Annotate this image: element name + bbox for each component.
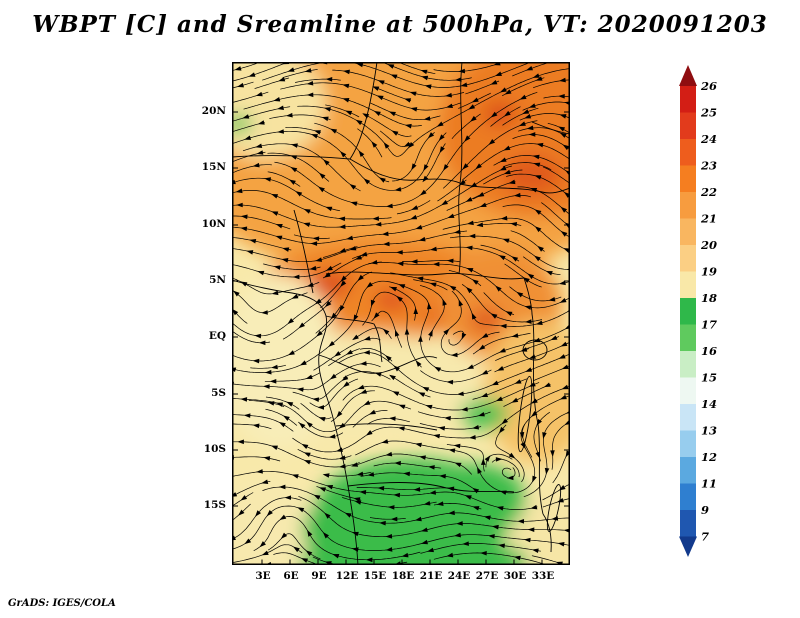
- lat-tick-5s: 5S: [211, 387, 226, 399]
- lat-tick-10s: 10S: [203, 443, 226, 455]
- colorbar-label: 18: [701, 291, 717, 305]
- lon-tick-12e: 12E: [335, 570, 359, 582]
- country-borders: [232, 62, 570, 565]
- lon-tick-27e: 27E: [475, 570, 499, 582]
- colorbar: 26 25 24 23 22 21 20 19 18 17 16 15 14 1…: [679, 65, 717, 557]
- colorbar-label: 25: [700, 106, 717, 120]
- colorbar-label: 26: [700, 79, 717, 93]
- streamlines: [232, 62, 570, 565]
- colorbar-label: 7: [701, 530, 709, 544]
- colorbar-segment: [680, 404, 696, 431]
- colorbar-segment: [680, 324, 696, 351]
- lat-tick-5n: 5N: [209, 274, 226, 286]
- lon-tick-3e: 3E: [255, 570, 271, 582]
- colorbar-label: 14: [701, 397, 717, 411]
- colorbar-segment: [680, 483, 696, 510]
- lat-tick-10n: 10N: [201, 218, 226, 230]
- lon-tick-24e: 24E: [447, 570, 471, 582]
- colorbar-label: 17: [701, 318, 717, 332]
- colorbar-label: 12: [701, 450, 717, 464]
- chart-title: WBPT [C] and Sreamline at 500hPa, VT: 20…: [32, 11, 768, 38]
- colorbar-segment: [680, 165, 696, 192]
- colorbar-segment: [680, 351, 696, 378]
- colorbar-segment: [680, 218, 696, 245]
- map-frame: [232, 62, 570, 565]
- colorbar-label: 20: [700, 238, 717, 252]
- wbpt-shaded-field: [232, 62, 570, 565]
- colorbar-segment: [680, 245, 696, 272]
- colorbar-label: 22: [700, 185, 717, 199]
- colorbar-label: 11: [701, 477, 717, 491]
- lat-tick-15s: 15S: [203, 499, 226, 511]
- colorbar-label: 16: [701, 344, 717, 358]
- lat-tick-eq: EQ: [208, 330, 226, 342]
- lon-tick-6e: 6E: [283, 570, 299, 582]
- colorbar-top-arrow: [679, 65, 697, 86]
- lat-tick-15n: 15N: [201, 161, 226, 173]
- grads-credit: GrADS: IGES/COLA: [8, 598, 116, 609]
- lon-tick-15e: 15E: [363, 570, 387, 582]
- colorbar-segment: [680, 510, 696, 537]
- colorbar-segment: [680, 377, 696, 404]
- colorbar-segment: [680, 192, 696, 219]
- colorbar-label: 9: [701, 503, 709, 517]
- colorbar-segment: [680, 457, 696, 484]
- colorbar-segment: [680, 271, 696, 298]
- colorbar-label: 24: [700, 132, 717, 146]
- lon-tick-18e: 18E: [391, 570, 415, 582]
- colorbar-segment: [680, 112, 696, 139]
- colorbar-label: 21: [700, 212, 717, 226]
- lon-tick-30e: 30E: [503, 570, 527, 582]
- colorbar-label: 13: [701, 424, 717, 438]
- lon-tick-21e: 21E: [419, 570, 443, 582]
- colorbar-segment: [680, 430, 696, 457]
- lon-tick-9e: 9E: [311, 570, 327, 582]
- lat-tick-20n: 20N: [201, 105, 226, 117]
- colorbar-label: 19: [701, 265, 717, 279]
- colorbar-bottom-arrow: [679, 536, 697, 557]
- colorbar-segment: [680, 298, 696, 325]
- map-panel: [232, 62, 570, 565]
- colorbar-segment: [680, 86, 696, 113]
- colorbar-label: 23: [700, 159, 717, 173]
- colorbar-segment: [680, 139, 696, 166]
- colorbar-label: 15: [701, 371, 717, 385]
- lon-tick-33e: 33E: [531, 570, 555, 582]
